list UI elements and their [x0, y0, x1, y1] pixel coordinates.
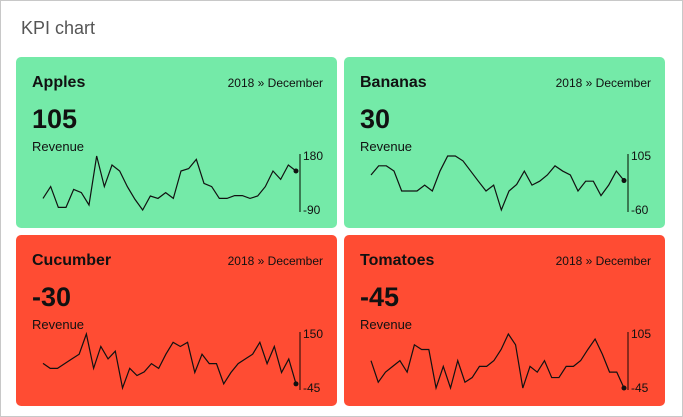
- chart-title: KPI chart: [21, 18, 96, 38]
- kpi-value: 105: [32, 104, 78, 134]
- kpi-card-tomatoes[interactable]: Tomatoes 2018 » December -45 Revenue 105 -…: [344, 235, 665, 406]
- kpi-value: -45: [360, 282, 400, 312]
- sparkline-line: [42, 155, 297, 212]
- kpi-period: 2018 » December: [227, 254, 323, 268]
- sparkline-line: [42, 331, 297, 391]
- axis-min-label: -45: [303, 381, 321, 395]
- sparkline-last-point: [621, 178, 627, 184]
- axis-min-label: -60: [631, 203, 649, 217]
- kpi-card-cucumber[interactable]: Cucumber 2018 » December -30 Revenue 150 -…: [16, 235, 337, 406]
- sparkline-line: [370, 332, 625, 391]
- axis-max-label: 150: [303, 327, 323, 341]
- kpi-measure-label: Revenue: [32, 317, 85, 332]
- kpi-name: Bananas: [360, 74, 427, 91]
- axis-min-label: -90: [303, 203, 321, 217]
- kpi-measure-label: Revenue: [360, 317, 413, 332]
- kpi-name: Cucumber: [32, 252, 112, 269]
- kpi-value: -30: [32, 282, 72, 312]
- kpi-card-apples[interactable]: Apples 2018 » December 105 Revenue 180 -90: [16, 57, 337, 228]
- sparkline-last-point: [621, 385, 627, 391]
- kpi-period: 2018 » December: [555, 254, 651, 268]
- sparkline: 180 -90: [42, 149, 323, 217]
- axis-max-label: 105: [631, 327, 651, 341]
- kpi-name: Tomatoes: [360, 252, 435, 269]
- kpi-value: 30: [360, 104, 391, 134]
- kpi-period: 2018 » December: [555, 76, 651, 90]
- kpi-name: Apples: [32, 74, 86, 91]
- kpi-measure-label: Revenue: [32, 139, 85, 154]
- axis-min-label: -45: [631, 381, 649, 395]
- sparkline: 105 -60: [370, 149, 651, 217]
- axis-max-label: 180: [303, 149, 323, 163]
- sparkline-line: [370, 155, 625, 212]
- kpi-measure-label: Revenue: [360, 139, 413, 154]
- sparkline: 150 -45: [42, 327, 323, 395]
- sparkline-last-point: [293, 168, 299, 174]
- sparkline-last-point: [293, 381, 299, 387]
- axis-max-label: 105: [631, 149, 651, 163]
- kpi-period: 2018 » December: [227, 76, 323, 90]
- sparkline: 105 -45: [370, 327, 651, 395]
- kpi-card-bananas[interactable]: Bananas 2018 » December 30 Revenue 105 -60: [344, 57, 665, 228]
